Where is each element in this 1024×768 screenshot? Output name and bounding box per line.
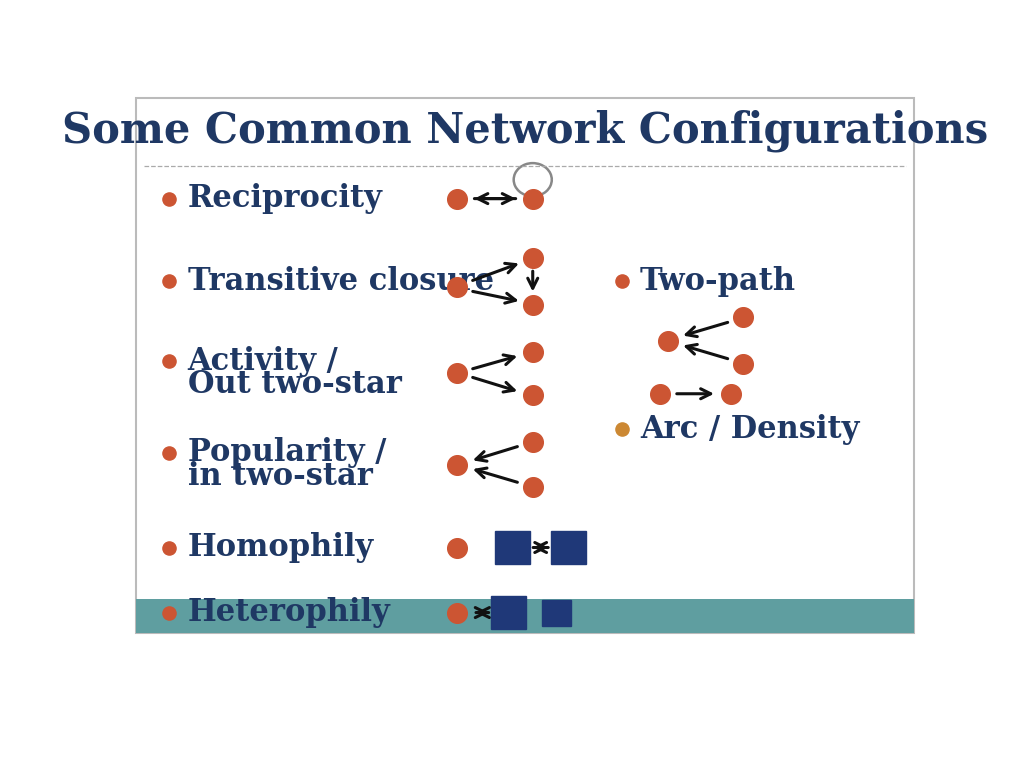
Text: Popularity /: Popularity / — [187, 438, 386, 468]
FancyBboxPatch shape — [136, 98, 913, 634]
Point — [723, 388, 739, 400]
Point — [524, 252, 541, 264]
Text: Some Common Network Configurations: Some Common Network Configurations — [61, 109, 988, 152]
Point — [735, 311, 752, 323]
Bar — [136, 599, 913, 634]
Bar — [551, 531, 586, 564]
Point — [450, 541, 466, 554]
Point — [613, 275, 630, 287]
Bar — [496, 531, 530, 564]
Point — [651, 388, 668, 400]
Point — [524, 299, 541, 311]
Text: Heterophily: Heterophily — [187, 597, 390, 628]
Point — [161, 193, 177, 205]
Text: Two-path: Two-path — [640, 266, 796, 297]
Point — [161, 275, 177, 287]
Text: Activity /: Activity / — [187, 346, 338, 377]
Point — [613, 423, 630, 435]
Point — [524, 436, 541, 449]
Point — [450, 367, 466, 379]
Point — [161, 355, 177, 367]
Text: Out two-star: Out two-star — [187, 369, 401, 400]
Bar — [543, 600, 570, 626]
Text: Homophily: Homophily — [187, 532, 374, 563]
Point — [524, 193, 541, 205]
Point — [524, 346, 541, 359]
Point — [450, 193, 466, 205]
Point — [161, 541, 177, 554]
Point — [161, 447, 177, 459]
Bar — [492, 596, 526, 629]
Point — [659, 334, 676, 346]
Point — [524, 389, 541, 401]
Point — [450, 607, 466, 619]
Text: Reciprocity: Reciprocity — [187, 183, 382, 214]
Point — [524, 481, 541, 493]
Point — [735, 358, 752, 370]
Text: in two-star: in two-star — [187, 461, 373, 492]
Text: Arc / Density: Arc / Density — [640, 414, 859, 445]
Point — [450, 281, 466, 293]
Point — [450, 458, 466, 471]
Point — [161, 607, 177, 619]
Text: Transitive closure: Transitive closure — [187, 266, 494, 297]
